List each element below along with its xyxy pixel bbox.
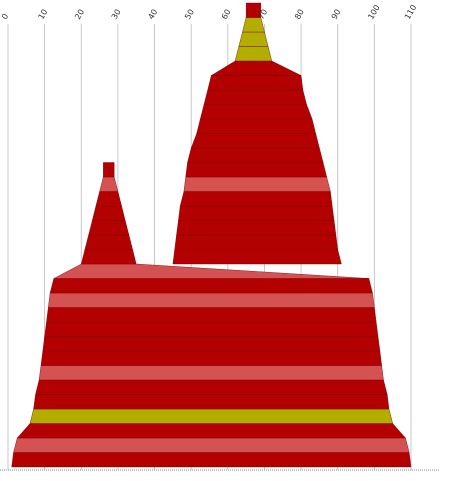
band-23 — [196, 118, 316, 134]
band-15-seg-1 — [174, 234, 338, 250]
band-2 — [16, 423, 406, 439]
band-14-seg-1 — [172, 249, 342, 265]
band-26 — [207, 75, 304, 91]
band-1 — [13, 437, 410, 453]
x-tick-label: 90 — [330, 8, 343, 21]
band-9 — [44, 321, 379, 337]
x-axis-ticks: 0 10 20 30 40 50 60 70 80 90 100 110 — [0, 3, 418, 21]
band-22 — [190, 133, 320, 149]
band-29 — [238, 31, 269, 47]
band-4 — [33, 394, 390, 410]
band-8 — [42, 336, 381, 352]
band-24 — [200, 104, 313, 120]
band-21 — [187, 147, 324, 163]
x-tick-label: 50 — [183, 8, 196, 21]
band-5 — [35, 379, 388, 395]
band-19-seg-0 — [99, 176, 119, 192]
bands-layer — [11, 2, 412, 468]
band-31 — [245, 2, 261, 18]
band-11 — [48, 292, 375, 308]
band-6 — [38, 365, 384, 381]
band-0 — [11, 452, 412, 468]
x-tick-label: 20 — [73, 8, 86, 21]
band-18-seg-1 — [179, 191, 333, 207]
x-tick-label: 0 — [0, 12, 10, 21]
band-12 — [49, 278, 373, 294]
band-20-seg-1 — [185, 162, 327, 178]
band-18-seg-0 — [95, 191, 122, 207]
band-15-seg-0 — [84, 234, 133, 250]
x-tick-label: 70 — [256, 8, 269, 21]
band-25 — [203, 89, 307, 105]
band-16-seg-0 — [88, 220, 130, 236]
x-tick-label: 100 — [366, 3, 381, 21]
band-16-seg-1 — [176, 220, 337, 236]
band-3 — [29, 408, 393, 424]
band-7 — [40, 350, 382, 366]
band-28 — [234, 46, 273, 62]
band-10 — [46, 307, 377, 323]
band-17-seg-1 — [178, 205, 335, 221]
x-tick-label: 80 — [293, 8, 306, 21]
x-tick-label: 40 — [146, 8, 159, 21]
band-17-seg-0 — [92, 205, 126, 221]
band-20-seg-0 — [103, 162, 115, 178]
x-tick-label: 30 — [110, 8, 123, 21]
band-27 — [210, 60, 302, 76]
band-14-seg-0 — [81, 249, 137, 265]
band-13 — [53, 263, 369, 279]
x-tick-label: 60 — [220, 8, 233, 21]
x-tick-label: 110 — [403, 3, 418, 21]
band-19-seg-1 — [183, 176, 331, 192]
x-tick-label: 10 — [37, 8, 50, 21]
